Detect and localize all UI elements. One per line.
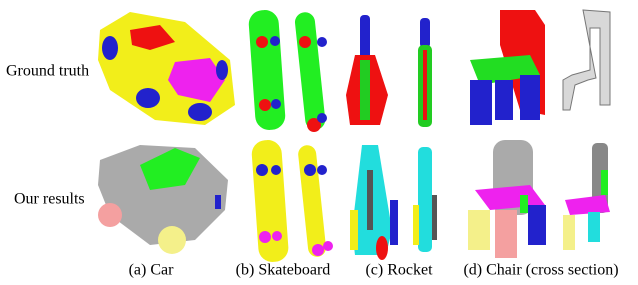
shape-part [565, 195, 610, 215]
shape-part [317, 113, 327, 123]
chair-ground-truth [470, 10, 610, 125]
shape-part [432, 195, 437, 240]
shape-part [495, 80, 513, 120]
shape-part [271, 99, 281, 109]
caption: (b) Skateboard [236, 262, 331, 279]
rocket-result [350, 145, 437, 260]
shape-part [350, 210, 358, 250]
car-ground-truth [98, 12, 235, 125]
shape-part [367, 170, 373, 230]
shape-part [259, 99, 271, 111]
shape-part [317, 165, 327, 175]
shape-part [215, 195, 221, 209]
shape-part [420, 18, 430, 48]
shape-part [418, 147, 432, 252]
shape-part [520, 75, 540, 120]
caption: (a) Car [129, 262, 175, 279]
shape-part [299, 36, 311, 48]
shape-part [468, 210, 490, 250]
caption: (c) Rocket [365, 262, 433, 279]
rocket-ground-truth [346, 15, 432, 127]
shape-part [588, 212, 600, 242]
shape-part [360, 60, 370, 120]
shape-part [98, 203, 122, 227]
shape-part [390, 200, 398, 245]
shape-part [158, 226, 186, 254]
shape-part [423, 50, 427, 120]
shape-part [102, 36, 118, 60]
row-label: Our results [14, 191, 85, 208]
shape-part [251, 139, 289, 263]
shape-part [563, 10, 610, 110]
figure: Ground truth Our results [0, 0, 638, 285]
page: Ground truth Our results [0, 0, 638, 285]
shape-part [256, 36, 268, 48]
shape-part [520, 195, 528, 213]
shape-part [216, 60, 228, 80]
shape-part [248, 9, 286, 131]
shape-part [272, 231, 282, 241]
shape-part [317, 37, 327, 47]
shape-part [294, 11, 326, 130]
shape-part [256, 164, 268, 176]
shape-part [259, 231, 271, 243]
chair-result [468, 140, 610, 258]
skateboard-ground-truth [248, 9, 327, 132]
shape-part [312, 244, 324, 256]
shape-part [136, 88, 160, 108]
shape-part [271, 165, 281, 175]
shape-part [304, 164, 316, 176]
row-label: Ground truth [6, 63, 89, 80]
shape-part [376, 236, 388, 260]
car-result [98, 145, 228, 254]
skateboard-result [251, 139, 333, 263]
caption: (d) Chair (cross section) [463, 262, 618, 279]
shape-part [413, 205, 419, 245]
shape-part [563, 215, 575, 250]
shape-part [528, 205, 546, 245]
shape-part [601, 170, 608, 195]
shape-part [360, 15, 370, 60]
shape-part [470, 80, 492, 125]
shape-part [297, 144, 327, 257]
shape-part [495, 210, 517, 258]
shape-part [188, 103, 212, 121]
shape-part [270, 36, 280, 46]
shape-part [323, 241, 333, 251]
